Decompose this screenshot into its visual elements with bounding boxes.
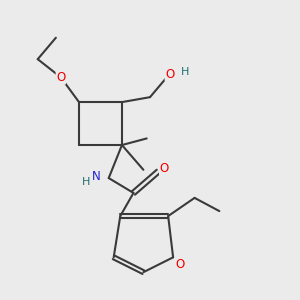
Text: O: O xyxy=(56,71,65,84)
Text: H: H xyxy=(81,177,90,187)
Text: O: O xyxy=(160,162,169,175)
Text: H: H xyxy=(181,67,190,77)
Text: O: O xyxy=(176,258,185,271)
Text: O: O xyxy=(165,68,174,80)
Text: N: N xyxy=(92,170,100,183)
